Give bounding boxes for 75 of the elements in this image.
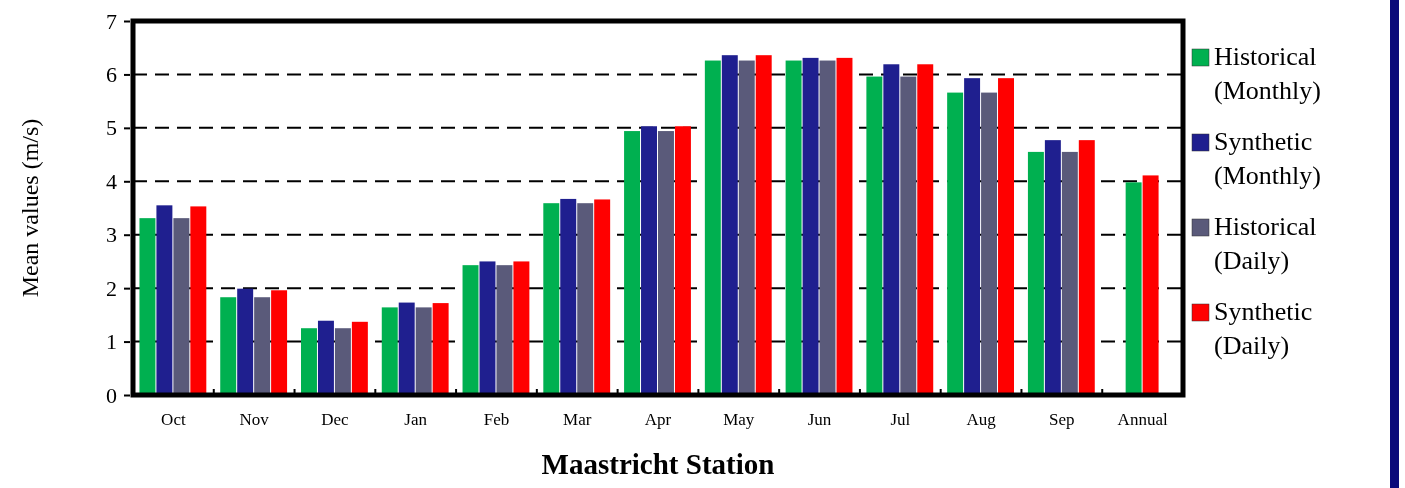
x-tick-label: Mar — [563, 409, 592, 429]
bar — [704, 60, 721, 395]
bar — [998, 78, 1014, 395]
bar — [220, 297, 237, 395]
x-tick-label: Annual — [1117, 409, 1168, 429]
bar — [981, 92, 998, 395]
bar — [836, 57, 853, 395]
bar — [139, 218, 156, 395]
x-tick-label: Nov — [239, 409, 270, 429]
bar — [462, 265, 479, 395]
legend-label: Synthetic (Daily) — [1214, 297, 1313, 360]
x-tick-label: Oct — [161, 409, 186, 429]
x-tick-label: Jan — [404, 409, 428, 429]
bar — [254, 297, 271, 395]
x-tick-label: Aug — [966, 409, 997, 429]
legend-label: Synthetic (Monthly) — [1214, 127, 1321, 190]
bar — [674, 126, 691, 395]
y-tick-label: 5 — [106, 115, 117, 141]
y-tick-label: 3 — [106, 222, 117, 248]
bar — [173, 218, 190, 395]
x-tick-label: Apr — [644, 409, 672, 429]
y-axis-title: Mean values (m/s) — [17, 118, 43, 298]
y-tick-label: 1 — [106, 329, 117, 355]
bar — [317, 320, 334, 395]
bar — [237, 288, 254, 395]
bar — [1061, 151, 1078, 395]
y-tick-label: 4 — [106, 168, 117, 194]
bar — [721, 55, 738, 395]
bar — [156, 205, 173, 395]
bar — [594, 199, 611, 395]
x-tick-label: Jul — [890, 409, 911, 429]
bar — [479, 261, 496, 395]
x-tick-label: Feb — [483, 409, 510, 429]
bar — [334, 328, 351, 395]
bar — [577, 203, 594, 395]
y-tick-label: 2 — [106, 275, 117, 301]
bar — [351, 321, 368, 395]
bar — [641, 126, 657, 395]
y-tick-label: 7 — [106, 8, 117, 34]
x-tick-label: Sep — [1049, 409, 1075, 429]
bar — [755, 55, 772, 395]
bar — [785, 60, 802, 395]
bar — [381, 307, 398, 395]
legend-label: Historical (Daily) — [1214, 212, 1317, 275]
bar — [496, 265, 513, 395]
bar — [883, 64, 900, 395]
bar — [819, 60, 836, 395]
bar — [560, 198, 577, 395]
bar — [738, 60, 755, 395]
bar — [301, 328, 317, 395]
x-axis-title: Maastricht Station — [541, 448, 775, 480]
y-tick-label: 6 — [106, 61, 117, 87]
bar — [917, 64, 934, 395]
legend-label: Historical (Monthly) — [1214, 42, 1321, 105]
x-tick-label: Jun — [807, 409, 832, 429]
bar — [624, 131, 641, 395]
bar — [398, 302, 415, 395]
bar — [658, 131, 674, 395]
y-tick-label: 0 — [106, 382, 117, 408]
bar — [432, 303, 449, 395]
bar — [964, 78, 981, 395]
bar — [271, 290, 288, 395]
bar — [802, 57, 819, 395]
bar — [1027, 151, 1044, 395]
x-tick-label: May — [723, 409, 755, 429]
bar — [900, 76, 917, 395]
bar — [866, 76, 883, 395]
bar — [947, 92, 964, 395]
bar — [1044, 140, 1061, 395]
bar — [513, 261, 530, 395]
bar — [190, 206, 207, 395]
bar — [1078, 140, 1095, 395]
bar — [415, 307, 432, 395]
bar — [543, 203, 560, 395]
x-tick-label: Dec — [321, 409, 350, 429]
